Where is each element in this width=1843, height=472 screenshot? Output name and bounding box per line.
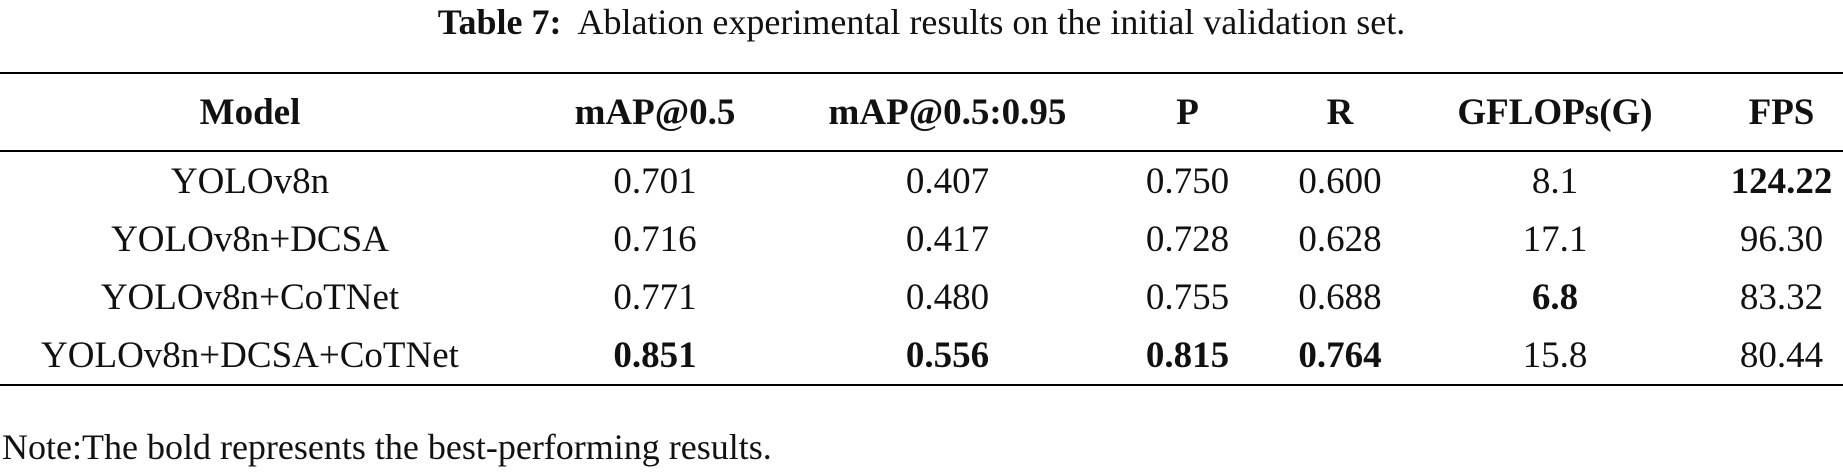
cell: 0.407 [905, 160, 990, 202]
table-row: YOLOv8n+DCSA 0.716 0.417 0.728 0.628 17.… [0, 210, 1843, 268]
header-cell: P [1176, 91, 1199, 133]
cell: 0.728 [1145, 218, 1230, 260]
cell: 0.771 [613, 276, 697, 318]
cell: 0.600 [1298, 160, 1382, 202]
cell: 8.1 [1531, 160, 1579, 202]
cell: 0.417 [905, 218, 990, 260]
cell: 0.628 [1298, 218, 1382, 260]
cell: 0.480 [905, 276, 990, 318]
cell: 124.22 [1730, 160, 1833, 202]
header-cell: FPS [1748, 91, 1815, 133]
header-cell: mAP@0.5 [574, 91, 736, 133]
cell: 15.8 [1522, 334, 1588, 376]
header-cell: R [1326, 91, 1354, 133]
cell: 83.32 [1739, 276, 1824, 318]
cell: 17.1 [1522, 218, 1588, 260]
table-row: YOLOv8n 0.701 0.407 0.750 0.600 8.1 124.… [0, 151, 1843, 210]
cell: YOLOv8n+DCSA [111, 218, 389, 260]
cell: 0.701 [613, 160, 697, 202]
cell: YOLOv8n+CoTNet [100, 276, 400, 318]
cell: YOLOv8n+DCSA+CoTNet [41, 334, 459, 376]
cell: 0.750 [1145, 160, 1230, 202]
header-cell: mAP@0.5:0.95 [828, 91, 1067, 133]
header-cell: GFLOPs(G) [1457, 91, 1653, 133]
table-header: Model mAP@0.5 mAP@0.5:0.95 P R GFLOPs(G)… [0, 73, 1843, 151]
header-row: Model mAP@0.5 mAP@0.5:0.95 P R GFLOPs(G)… [0, 73, 1843, 151]
caption-label: Table 7: [437, 2, 562, 42]
cell: 6.8 [1531, 276, 1579, 318]
table-note: Note:The bold represents the best-perfor… [2, 427, 772, 467]
cell: 0.755 [1145, 276, 1230, 318]
cell: YOLOv8n [170, 160, 330, 202]
results-table: Model mAP@0.5 mAP@0.5:0.95 P R GFLOPs(G)… [0, 72, 1843, 386]
table-body: YOLOv8n 0.701 0.407 0.750 0.600 8.1 124.… [0, 151, 1843, 385]
table-caption: Table 7: Ablation experimental results o… [0, 2, 1843, 42]
header-cell: Model [199, 91, 301, 133]
cell: 96.30 [1739, 218, 1824, 260]
cell: 0.688 [1298, 276, 1382, 318]
cell: 0.815 [1145, 334, 1230, 376]
cell: 0.851 [613, 334, 697, 376]
cell: 0.716 [613, 218, 697, 260]
cell: 80.44 [1739, 334, 1824, 376]
cell: 0.764 [1298, 334, 1382, 376]
table-row: YOLOv8n+CoTNet 0.771 0.480 0.755 0.688 6… [0, 268, 1843, 326]
cell: 0.556 [905, 334, 990, 376]
caption-text: Ablation experimental results on the ini… [577, 2, 1406, 42]
table-row: YOLOv8n+DCSA+CoTNet 0.851 0.556 0.815 0.… [0, 326, 1843, 385]
